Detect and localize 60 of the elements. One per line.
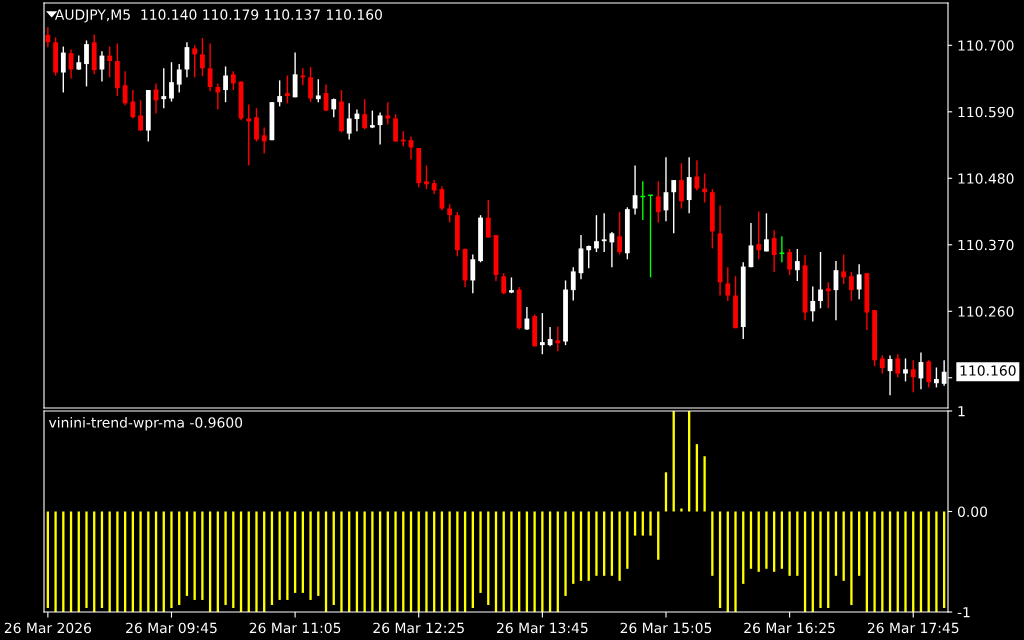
bar bbox=[255, 511, 258, 612]
bar bbox=[711, 511, 714, 576]
bar bbox=[904, 511, 907, 612]
y-tick-label: 0.00 bbox=[957, 506, 988, 517]
bar bbox=[595, 511, 598, 576]
y-tick-label: 110.370 bbox=[958, 239, 1014, 251]
bar bbox=[819, 511, 822, 608]
bar bbox=[788, 511, 791, 576]
bar bbox=[456, 511, 459, 612]
bar bbox=[626, 511, 629, 569]
x-tick-label: 26 Mar 17:45 bbox=[867, 622, 959, 634]
candlestick bbox=[725, 266, 731, 302]
x-tick-label: 26 Mar 15:05 bbox=[620, 622, 712, 634]
bar bbox=[850, 511, 853, 605]
bar bbox=[765, 511, 768, 569]
bar bbox=[703, 456, 706, 512]
bar bbox=[85, 511, 88, 608]
x-tick-label: 26 Mar 09:45 bbox=[126, 622, 217, 634]
bar bbox=[201, 511, 204, 600]
bar bbox=[618, 511, 621, 581]
bar bbox=[278, 511, 281, 600]
bar bbox=[533, 511, 536, 612]
bar bbox=[286, 511, 289, 600]
x-tick-label: 26 Mar 13:45 bbox=[497, 622, 588, 634]
y-tick-label: 1 bbox=[958, 406, 965, 417]
bar bbox=[873, 511, 876, 612]
bar bbox=[680, 508, 683, 512]
bar bbox=[116, 511, 119, 612]
bar bbox=[935, 511, 938, 612]
chart-title: vinini-trend-wpr-ma -0.9600 bbox=[48, 417, 243, 431]
bar bbox=[371, 511, 374, 612]
bar bbox=[541, 511, 544, 612]
text: 110.160 bbox=[960, 365, 1016, 376]
bar bbox=[363, 511, 366, 612]
candlestick bbox=[903, 357, 908, 383]
bar bbox=[425, 511, 428, 612]
bar bbox=[139, 511, 142, 612]
bar bbox=[479, 511, 482, 593]
bar bbox=[224, 511, 227, 605]
y-tick-label: 110.590 bbox=[958, 106, 1014, 118]
bar bbox=[309, 511, 312, 600]
bar bbox=[734, 511, 737, 612]
y-tick-label: -1 bbox=[957, 607, 970, 618]
x-tick-label: 26 Mar 12:25 bbox=[373, 622, 464, 634]
bar bbox=[448, 511, 451, 612]
x-tick-label: 26 Mar 16:25 bbox=[744, 622, 835, 634]
bar bbox=[394, 511, 397, 612]
bar bbox=[340, 511, 343, 612]
x-tick-label: 26 Mar 2026 bbox=[4, 622, 92, 634]
y-tick-label: 110.480 bbox=[958, 173, 1014, 184]
candlestick bbox=[315, 78, 321, 103]
y-tick-label: 110.700 bbox=[958, 40, 1014, 51]
bar bbox=[54, 511, 57, 612]
bar bbox=[170, 511, 173, 608]
bar bbox=[510, 511, 513, 612]
chart-title: AUDJPY,M5 110.140 110.179 110.137 110.160 bbox=[54, 9, 382, 23]
bar bbox=[564, 511, 567, 596]
y-tick-label: 110.260 bbox=[958, 306, 1014, 317]
x-tick-label: 26 Mar 11:05 bbox=[249, 622, 341, 634]
bar bbox=[649, 511, 652, 536]
